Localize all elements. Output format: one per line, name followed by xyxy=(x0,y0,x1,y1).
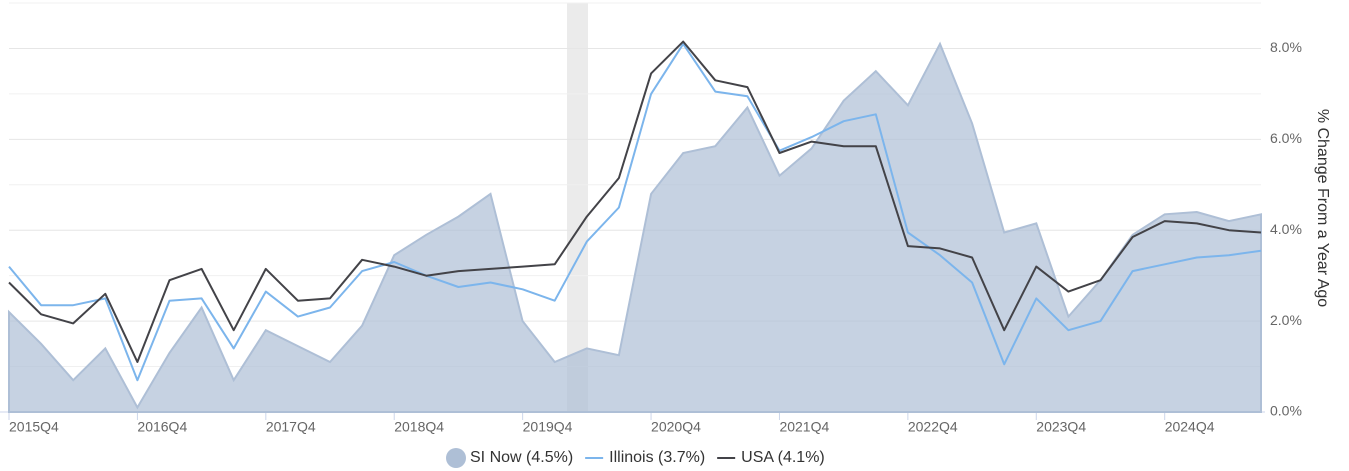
area xyxy=(8,41,1262,413)
y-tick-label: 0.0% xyxy=(1270,403,1302,419)
recession-band xyxy=(567,3,588,412)
legend: SI Now (4.5%) Illinois (3.7%) USA (4.1%) xyxy=(446,448,825,468)
x-tick-label: 2018Q4 xyxy=(394,419,444,435)
x-tick-label: 2016Q4 xyxy=(137,419,187,435)
y-tick-label: 6.0% xyxy=(1270,130,1302,146)
x-tick-label: 2021Q4 xyxy=(779,419,829,435)
legend-label: SI Now (4.5%) xyxy=(470,449,573,466)
x-tick-label: 2024Q4 xyxy=(1165,419,1215,435)
line xyxy=(8,42,1262,382)
legend-swatch xyxy=(446,448,466,468)
x-tick-label: 2020Q4 xyxy=(651,419,701,435)
y-tick-label: 4.0% xyxy=(1270,221,1302,237)
legend-label: Illinois (3.7%) xyxy=(609,449,705,466)
y-tick-label: 2.0% xyxy=(1270,312,1302,328)
x-tick-label: 2017Q4 xyxy=(266,419,316,435)
x-tick-label: 2022Q4 xyxy=(908,419,958,435)
x-tick-label: 2019Q4 xyxy=(523,419,573,435)
line xyxy=(8,40,1262,363)
x-tick-label: 2015Q4 xyxy=(9,419,59,435)
legend-label: USA (4.1%) xyxy=(741,449,825,466)
y-tick-label: 8.0% xyxy=(1270,39,1302,55)
y-axis-label: % Change From a Year Ago xyxy=(1314,109,1331,307)
x-tick-label: 2023Q4 xyxy=(1036,419,1086,435)
